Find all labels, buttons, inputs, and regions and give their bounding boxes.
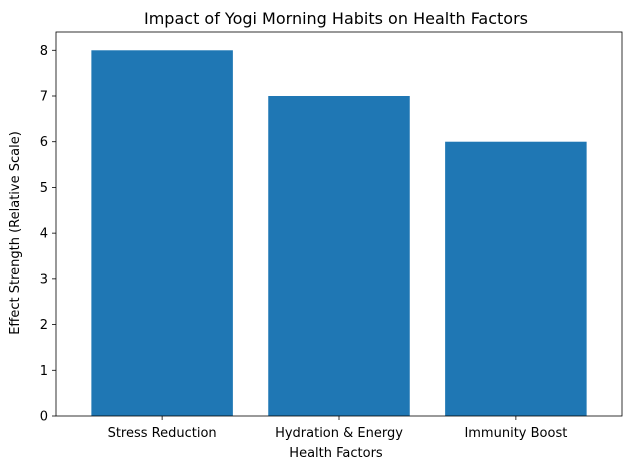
y-axis-label: Effect Strength (Relative Scale) [8,131,23,335]
x-tick-label: Immunity Boost [464,426,567,441]
y-tick-label: 4 [40,227,48,242]
y-tick-label: 6 [40,135,48,150]
y-tick-label: 1 [40,364,48,379]
y-tick-label: 2 [40,318,48,333]
y-tick-label: 3 [40,272,48,287]
y-tick-label: 8 [40,44,48,59]
y-tick-label: 0 [40,410,48,425]
x-axis-label: Health Factors [289,446,383,461]
plot-area: Stress Reduction Hydration & Energy Immuni… [40,31,623,441]
y-tick-label: 5 [40,181,48,196]
y-tick-label: 7 [40,90,48,105]
chart-title: Impact of Yogi Morning Habits on Health … [144,9,528,28]
bar-stress-reduction [91,50,233,417]
axes-frame [55,31,623,417]
x-tick-label: Hydration & Energy [275,426,403,441]
bar-hydration-energy [268,96,410,416]
bar-immunity-boost [445,141,587,416]
x-tick-label: Stress Reduction [108,426,217,441]
